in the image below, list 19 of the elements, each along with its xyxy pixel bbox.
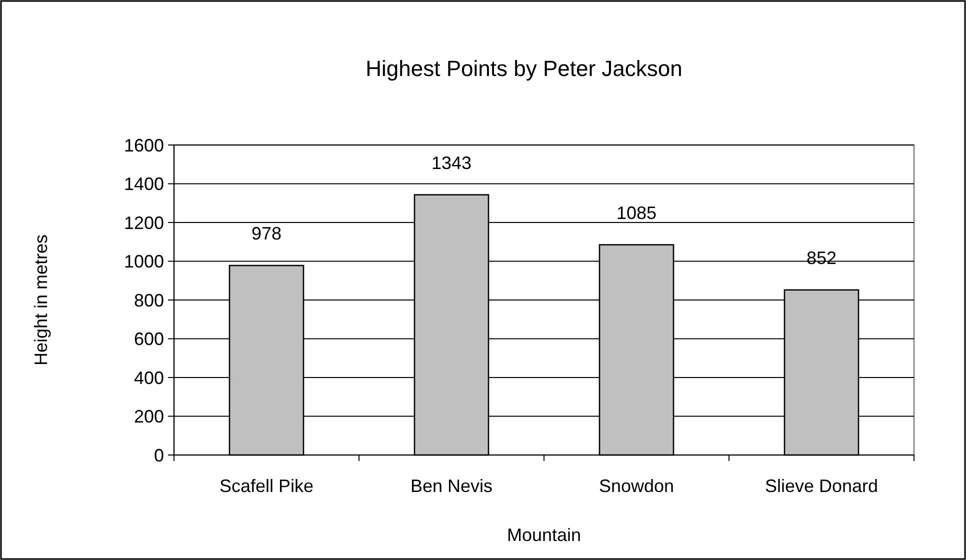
x-tick-label: Scafell Pike xyxy=(219,476,314,496)
y-tick-label: 1400 xyxy=(124,174,164,194)
y-tick-label: 1600 xyxy=(124,135,164,156)
y-tick-label: 1000 xyxy=(124,252,164,272)
y-axis-title: Height in metres xyxy=(31,234,51,366)
y-tick-label: 600 xyxy=(134,329,164,350)
data-label: 978 xyxy=(251,224,282,244)
chart-title: Highest Points by Peter Jackson xyxy=(366,56,682,81)
y-tick-label: 0 xyxy=(154,445,164,466)
data-label: 1085 xyxy=(616,202,657,223)
x-tick-label: Ben Nevis xyxy=(410,476,493,496)
data-label: 1343 xyxy=(431,152,472,173)
y-tick-label: 400 xyxy=(134,368,164,388)
y-tick-label: 800 xyxy=(134,290,164,310)
x-tick-label: Slieve Donard xyxy=(764,476,878,496)
y-tick-label: 1200 xyxy=(124,212,164,233)
y-tick-label: 200 xyxy=(134,406,164,427)
x-axis-title: Mountain xyxy=(506,525,582,545)
x-tick-label: Snowdon xyxy=(598,476,674,496)
